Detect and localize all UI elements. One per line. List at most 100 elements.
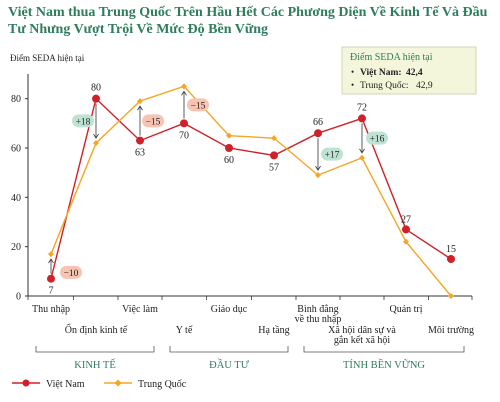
difference-arrow-head bbox=[359, 148, 365, 154]
difference-arrow-head bbox=[137, 105, 143, 111]
china-point bbox=[181, 83, 187, 90]
difference-arrow-head bbox=[48, 258, 54, 264]
difference-arrow-head bbox=[93, 133, 99, 139]
group-label: ĐẦU TƯ bbox=[209, 358, 250, 371]
data-label: 57 bbox=[269, 162, 279, 173]
difference-badge-positive bbox=[72, 114, 94, 128]
china-point bbox=[48, 251, 54, 258]
difference-arrows bbox=[48, 90, 365, 274]
data-label: 63 bbox=[135, 148, 145, 159]
difference-badge-negative bbox=[187, 98, 209, 112]
group-label: TÍNH BỀN VỮNG bbox=[343, 358, 425, 371]
vietnam-point bbox=[225, 144, 233, 152]
difference-badge-negative bbox=[60, 265, 82, 279]
data-labels: 7 80 63 70 60 57 66 72 27 15 bbox=[49, 83, 457, 297]
x-tick-label: Xã hội dân sự và bbox=[328, 325, 396, 336]
category-groups: KINH TẾ ĐẦU TƯ TÍNH BỀN VỮNG bbox=[35, 346, 465, 371]
y-tick-label: 0 bbox=[16, 292, 21, 303]
vietnam-point bbox=[92, 94, 100, 103]
info-box-china-value: 42,9 bbox=[416, 81, 433, 91]
difference-badge-label: +18 bbox=[76, 117, 91, 127]
y-tick-label: 60 bbox=[11, 144, 21, 155]
vietnam-point bbox=[358, 114, 366, 123]
y-tick-label: 80 bbox=[11, 94, 21, 105]
x-tick-label: Môi trường bbox=[428, 325, 474, 336]
data-label: 27 bbox=[401, 214, 411, 225]
difference-badge-positive bbox=[366, 131, 388, 145]
data-label: 15 bbox=[446, 244, 456, 255]
x-tick-label: Thu nhập bbox=[32, 304, 70, 315]
x-tick-label: Bình đẳng bbox=[297, 304, 338, 315]
group-bracket bbox=[169, 346, 289, 353]
china-point bbox=[137, 98, 143, 105]
data-label: 66 bbox=[313, 117, 323, 128]
y-axis: 0 20 40 60 80 bbox=[11, 74, 29, 303]
x-tick-label: gắn kết xã hội bbox=[334, 335, 391, 346]
info-box-title: Điểm SEDA hiện tại bbox=[350, 52, 433, 63]
series-lines bbox=[50, 85, 452, 297]
data-label: 72 bbox=[357, 102, 367, 113]
info-box: Điểm SEDA hiện tại • Việt Nam: 42,4 • Tr… bbox=[341, 46, 477, 95]
chart-title-line-1: Việt Nam thua Trung Quốc Trên Hầu Hết Cá… bbox=[8, 5, 488, 20]
vietnam-point bbox=[270, 151, 278, 160]
info-box-vietnam-label: Việt Nam: bbox=[360, 68, 402, 78]
chart-title: Việt Nam thua Trung Quốc Trên Hầu Hết Cá… bbox=[8, 4, 488, 38]
difference-badge-label: +17 bbox=[325, 151, 340, 161]
china-point bbox=[93, 140, 99, 147]
info-box-vietnam-bullet: • bbox=[351, 67, 354, 77]
x-tick-label: Giáo dục bbox=[211, 304, 248, 315]
info-box-vietnam-value: 42,4 bbox=[406, 68, 423, 78]
x-tick-label: Quản trị bbox=[389, 304, 422, 315]
x-axis-ticks: Thu nhập Ổn định kinh tế Việc làm Y tế Giáo … bbox=[27, 296, 474, 346]
x-tick-label: Ổn định kinh tế bbox=[65, 323, 128, 336]
difference-badge-positive bbox=[321, 147, 343, 161]
china-point bbox=[315, 172, 321, 179]
y-tick-label: 20 bbox=[11, 242, 21, 253]
chart-title-line-2: Tư Nhưng Vượt Trội Về Mức Độ Bền Vững bbox=[8, 22, 269, 37]
vietnam-point bbox=[180, 119, 188, 128]
info-box-background bbox=[341, 46, 477, 95]
china-point bbox=[403, 238, 409, 245]
y-axis-title: Điểm SEDA hiện tại bbox=[10, 53, 85, 63]
series-points bbox=[47, 83, 455, 299]
y-tick-label: 40 bbox=[11, 193, 21, 204]
data-label: 60 bbox=[224, 155, 234, 166]
china-point bbox=[226, 132, 232, 139]
difference-badge-label: +16 bbox=[370, 135, 385, 145]
x-tick-label: về thu nhập bbox=[295, 314, 342, 325]
vietnam-point bbox=[47, 274, 55, 283]
difference-arrow-head bbox=[181, 90, 187, 96]
x-tick-label: Y tế bbox=[176, 325, 193, 336]
difference-badge-label: −15 bbox=[191, 101, 206, 111]
legend-vietnam-marker bbox=[22, 379, 30, 387]
group-bracket bbox=[35, 346, 155, 353]
data-label: 80 bbox=[91, 83, 101, 94]
china-point bbox=[448, 293, 454, 299]
difference-badge-label: −10 bbox=[64, 269, 79, 279]
legend-china-label: Trung Quốc bbox=[138, 379, 187, 390]
china-point bbox=[359, 154, 365, 161]
series-line-vietnam bbox=[50, 97, 452, 279]
info-box-china-label: Trung Quốc: bbox=[360, 80, 408, 91]
vietnam-point bbox=[136, 136, 144, 145]
data-label: 7 bbox=[49, 286, 54, 297]
vietnam-point bbox=[314, 129, 322, 138]
vietnam-point bbox=[402, 225, 410, 234]
legend-item-vietnam: Việt Nam bbox=[12, 379, 85, 390]
difference-badge-negative bbox=[142, 114, 164, 128]
legend-item-china: Trung Quốc bbox=[104, 379, 187, 390]
group-label: KINH TẾ bbox=[74, 358, 116, 371]
legend-china-marker bbox=[114, 379, 122, 387]
x-tick-label: Việc làm bbox=[122, 304, 158, 315]
group-bracket bbox=[303, 346, 465, 353]
series-line-china bbox=[50, 85, 452, 297]
info-box-china-bullet: • bbox=[351, 80, 354, 90]
legend: Việt Nam Trung Quốc bbox=[12, 379, 187, 390]
vietnam-point bbox=[447, 255, 455, 263]
difference-badges: −10 +18 −15 −15 +17 +16 bbox=[60, 98, 388, 279]
china-point bbox=[271, 135, 277, 142]
data-label: 70 bbox=[179, 130, 189, 141]
difference-badge-label: −15 bbox=[146, 117, 161, 127]
x-tick-label: Hạ tầng bbox=[258, 325, 289, 336]
